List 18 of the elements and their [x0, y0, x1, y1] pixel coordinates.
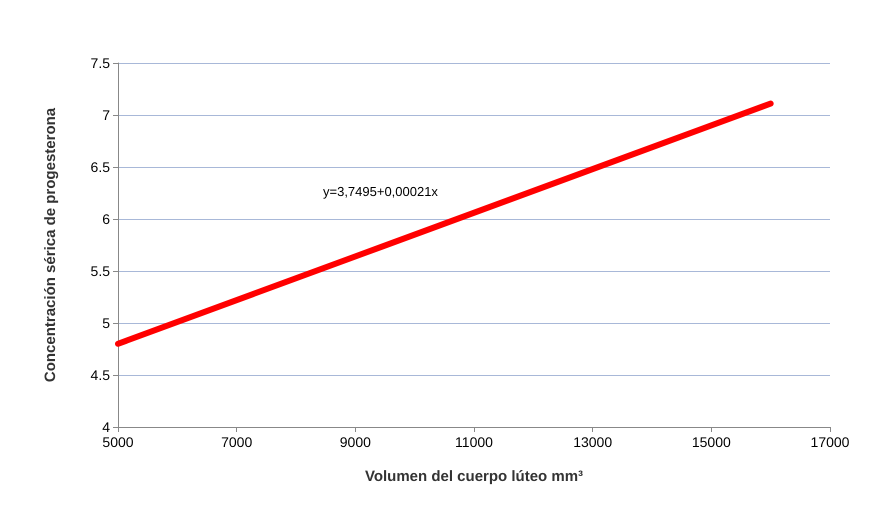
- x-tick-label: 7000: [221, 434, 252, 450]
- x-tick-label: 17000: [810, 434, 850, 450]
- x-axis-title: Volumen del cuerpo lúteo mm³: [364, 468, 584, 485]
- y-tick-label: 4.5: [90, 367, 110, 383]
- y-tick-label: 6.5: [90, 159, 110, 175]
- y-tick-label: 5: [102, 315, 110, 331]
- x-tick-label: 15000: [692, 434, 732, 450]
- y-tick-label: 5.5: [90, 263, 110, 279]
- y-tick-label: 7.5: [90, 55, 110, 71]
- y-tick-label: 7: [102, 107, 110, 123]
- y-tick-label: 4: [102, 419, 110, 435]
- y-tick-label: 6: [102, 211, 110, 227]
- x-tick-label: 5000: [102, 434, 134, 450]
- x-tick-label: 13000: [573, 434, 612, 450]
- y-axis-title: Concentración sérica de progesterona: [42, 107, 59, 382]
- x-tick-label: 9000: [340, 434, 372, 450]
- x-tick-label: 11000: [455, 434, 494, 450]
- annotation: y=3,7495+0,00021x: [323, 184, 438, 199]
